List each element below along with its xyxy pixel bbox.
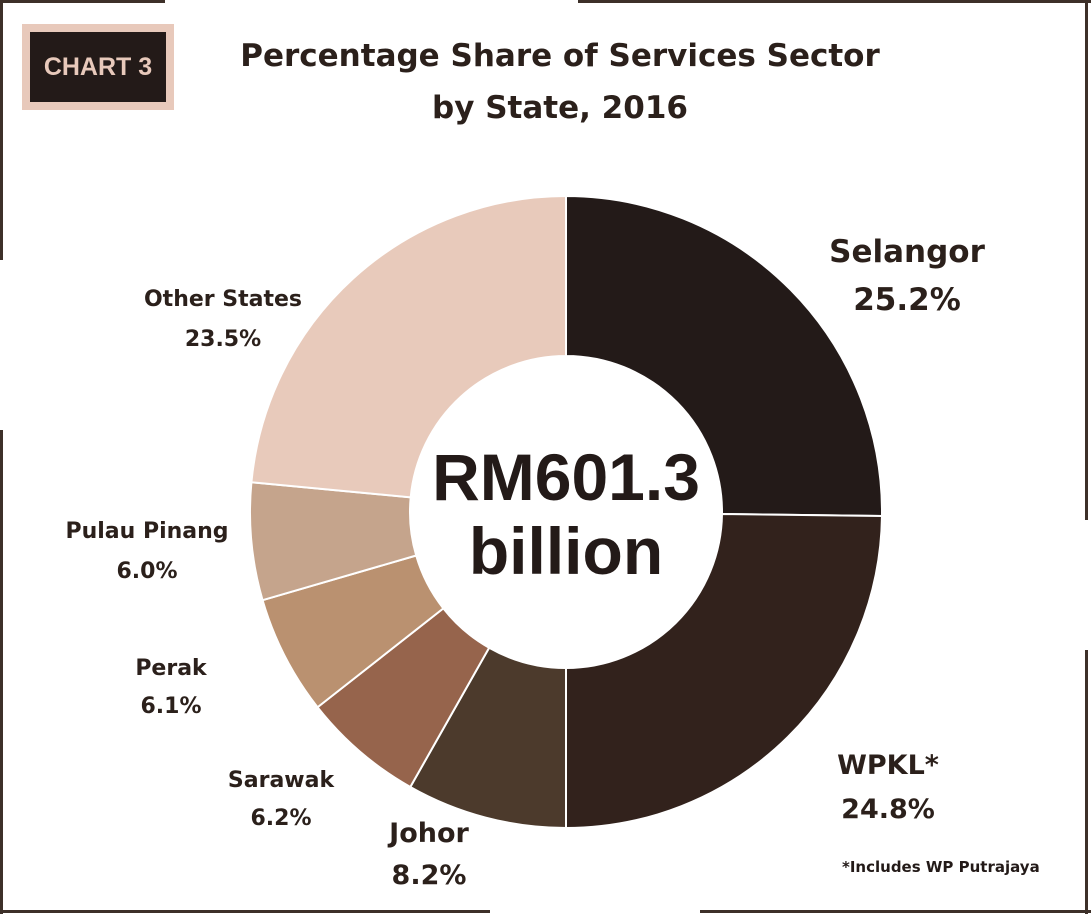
- center-total-label: RM601.3 billion: [416, 440, 716, 588]
- label-johor-value: 8.2%: [391, 860, 467, 891]
- label-selangor-value: 25.2%: [853, 282, 961, 318]
- frame-left-upper: [0, 0, 3, 260]
- label-wpkl: WPKL* 24.8%: [788, 744, 988, 832]
- slice-other-states: [250, 194, 567, 499]
- label-sarawak: Sarawak 6.2%: [201, 762, 361, 838]
- label-perak-value: 6.1%: [140, 694, 202, 719]
- label-sarawak-value: 6.2%: [250, 806, 312, 831]
- frame-top-left: [0, 0, 165, 3]
- frame-left-lower: [0, 430, 3, 914]
- frame-bottom-right: [700, 910, 1091, 913]
- label-other-states-value: 23.5%: [184, 327, 262, 352]
- label-wpkl-value: 24.8%: [841, 794, 935, 825]
- chart-title: Percentage Share of Services Sector by S…: [200, 30, 920, 134]
- label-perak: Perak 6.1%: [91, 650, 251, 726]
- label-perak-name: Perak: [135, 656, 207, 681]
- label-pulau-pinang-value: 6.0%: [116, 559, 178, 584]
- chart-title-line-1: Percentage Share of Services Sector: [240, 38, 880, 74]
- frame-top-right: [578, 0, 1091, 3]
- center-total-unit: billion: [468, 514, 664, 588]
- center-total-amount: RM601.3: [432, 440, 700, 514]
- label-wpkl-name: WPKL*: [837, 750, 939, 781]
- label-other-states: Other States 23.5%: [123, 280, 323, 360]
- label-sarawak-name: Sarawak: [227, 768, 335, 793]
- frame-bottom-left: [0, 910, 490, 913]
- label-pulau-pinang-name: Pulau Pinang: [65, 519, 229, 544]
- chart-badge-label: CHART 3: [30, 32, 166, 102]
- label-johor: Johor 8.2%: [339, 813, 519, 897]
- chart-title-line-2: by State, 2016: [432, 90, 688, 126]
- label-selangor: Selangor 25.2%: [807, 228, 1007, 324]
- slice-selangor: [565, 194, 883, 517]
- label-johor-name: Johor: [389, 818, 469, 849]
- frame-right-upper: [1085, 0, 1088, 520]
- slice-wpkl: [565, 512, 883, 830]
- frame-right-lower: [1085, 650, 1088, 914]
- label-pulau-pinang: Pulau Pinang 6.0%: [47, 512, 247, 592]
- footnote: *Includes WP Putrajaya: [842, 858, 1040, 876]
- label-selangor-name: Selangor: [829, 234, 985, 270]
- chart-badge: CHART 3: [22, 24, 174, 110]
- label-other-states-name: Other States: [143, 287, 303, 312]
